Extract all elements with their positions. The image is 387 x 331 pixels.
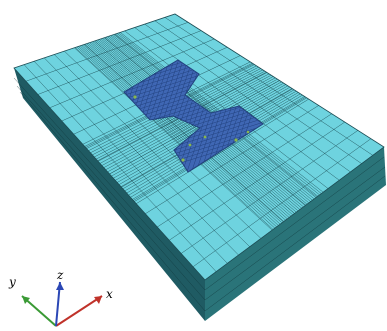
slab-front-side — [205, 147, 386, 321]
slab-side-mesh — [13, 77, 386, 312]
i-beam-highlights — [133, 95, 250, 162]
mesh-line — [136, 98, 309, 204]
y-axis-arrow — [21, 295, 57, 327]
mesh-line — [109, 80, 280, 175]
mesh-line — [37, 30, 202, 95]
mesh-line — [204, 146, 384, 280]
z-axis-label: z — [56, 268, 64, 282]
mesh-line — [192, 138, 372, 267]
axis-triad: x y z — [8, 268, 113, 327]
mesh-line — [25, 22, 189, 82]
mesh-line — [145, 105, 319, 214]
y-axis-label: y — [8, 275, 16, 289]
mesh-line — [169, 121, 345, 241]
inset-mesh-line — [124, 60, 263, 97]
mesh-line — [180, 130, 359, 254]
y-axis-arrowhead — [22, 296, 30, 304]
mesh-line — [157, 113, 332, 228]
mesh-line — [111, 81, 282, 177]
x-axis-arrowhead — [94, 296, 102, 304]
z-axis-arrowhead — [56, 282, 64, 290]
x-axis-arrow — [55, 295, 103, 327]
mesh-line — [49, 38, 215, 108]
x-axis-label: x — [106, 287, 113, 301]
mesh-line — [107, 78, 278, 173]
inset-mesh-line — [124, 60, 263, 100]
